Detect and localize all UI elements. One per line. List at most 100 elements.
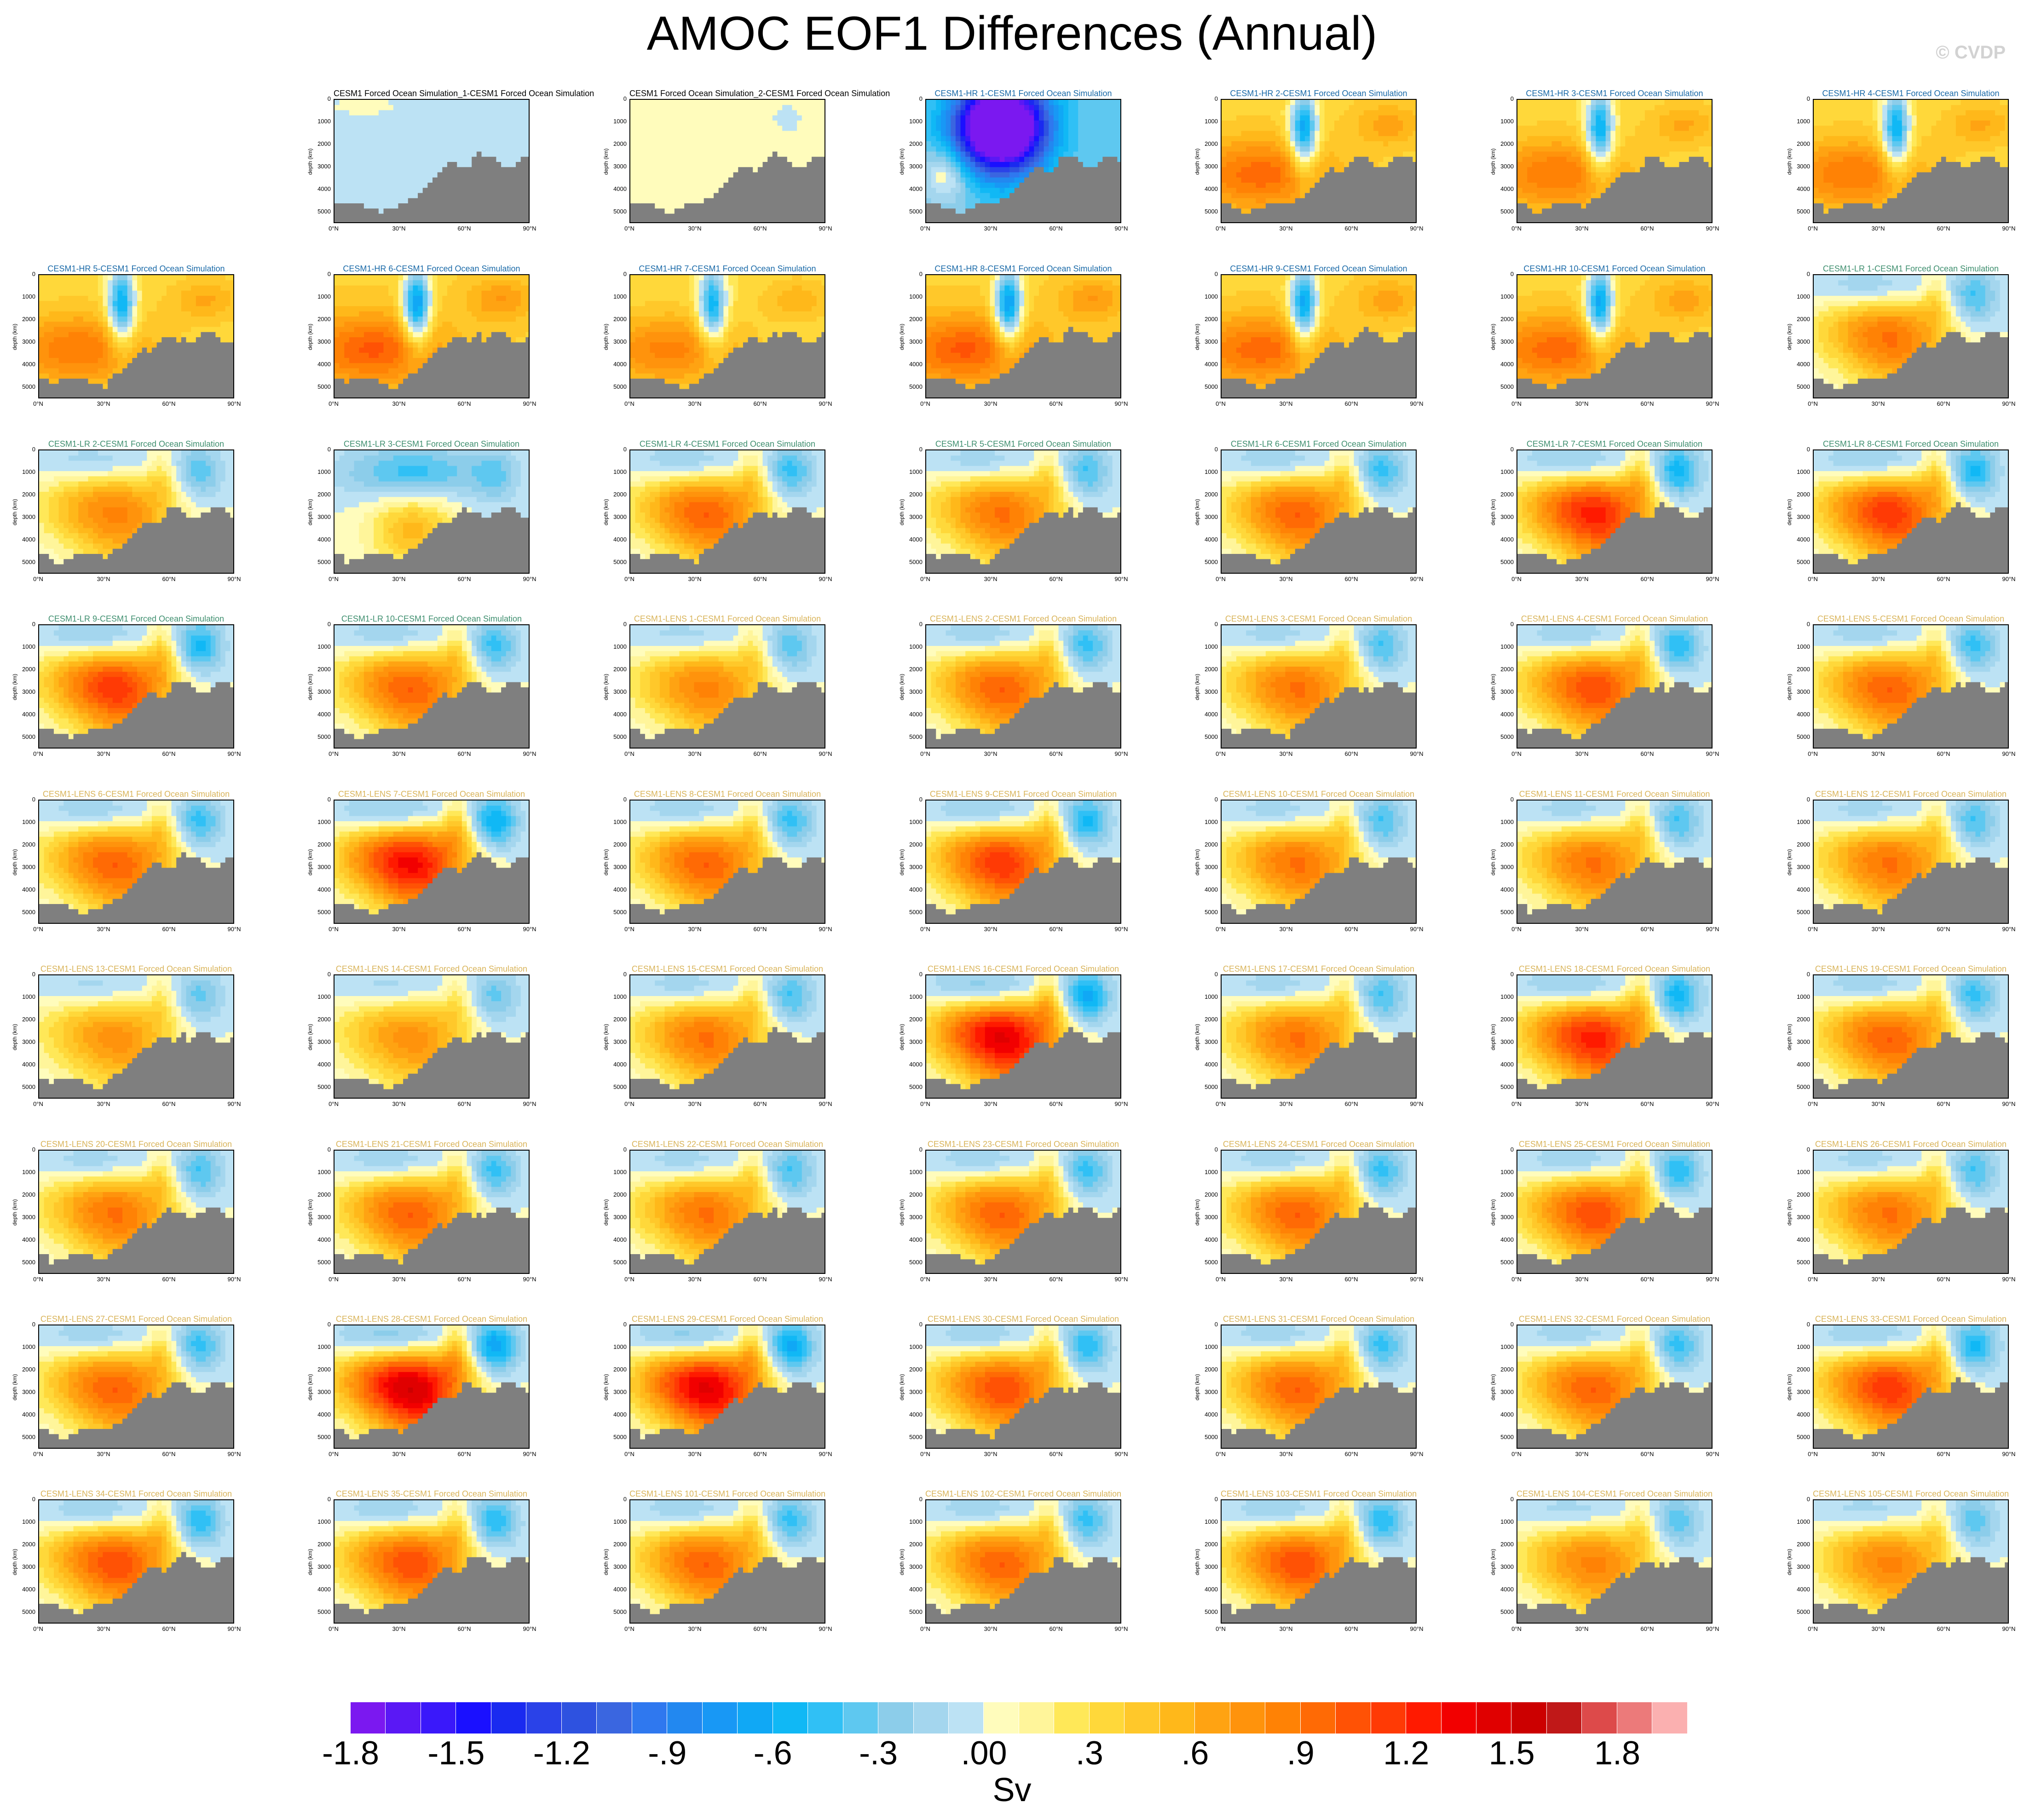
y-tick-label: 0 bbox=[1787, 1146, 1810, 1153]
colorbar-swatch bbox=[1406, 1702, 1441, 1734]
y-tick-label: 4000 bbox=[308, 536, 331, 543]
x-tick-label: 60°N bbox=[1932, 1276, 1955, 1283]
x-tick-label: 0°N bbox=[1801, 1625, 1824, 1632]
y-tick-label: 1000 bbox=[1195, 1169, 1218, 1175]
y-tick-label: 5000 bbox=[308, 1259, 331, 1266]
colorbar-ticks: -1.8 -1.5 -1.2 -.9 -.6 -.3.00.3.6.9 1.2 1.5 1.8 bbox=[0, 1734, 2024, 1776]
y-tick-label: 2000 bbox=[1491, 1366, 1514, 1373]
y-tick-label: 5000 bbox=[900, 559, 923, 565]
x-tick-label: 60°N bbox=[1340, 926, 1363, 933]
y-axis-label: depth (km) bbox=[1786, 149, 1793, 175]
y-tick-label: 1000 bbox=[12, 468, 35, 475]
y-tick-label: 5000 bbox=[1787, 208, 1810, 215]
y-tick-label: 1000 bbox=[900, 1169, 923, 1175]
x-tick-label: 90°N bbox=[1997, 750, 2020, 757]
y-tick-label: 2000 bbox=[1491, 491, 1514, 498]
y-tick-label: 2000 bbox=[308, 316, 331, 323]
x-tick-label: 60°N bbox=[1932, 576, 1955, 582]
y-axis-label: depth (km) bbox=[603, 1549, 609, 1575]
y-tick-label: 5000 bbox=[12, 1083, 35, 1090]
panel: CESM1-HR 6-CESM1 Forced Ocean Simulation… bbox=[334, 264, 530, 398]
y-tick-label: 2000 bbox=[1787, 1541, 1810, 1548]
y-axis-label: depth (km) bbox=[899, 1024, 905, 1050]
panel: CESM1-LENS 29-CESM1 Forced Ocean Simulat… bbox=[629, 1314, 825, 1449]
y-tick-label: 3000 bbox=[604, 1388, 627, 1395]
y-tick-label: 3000 bbox=[1195, 513, 1218, 520]
x-tick-label: 0°N bbox=[1801, 400, 1824, 407]
x-tick-label: 90°N bbox=[1701, 750, 1724, 757]
y-tick-label: 1000 bbox=[1491, 1518, 1514, 1525]
x-tick-label: 0°N bbox=[1505, 1625, 1528, 1632]
y-tick-label: 3000 bbox=[1491, 338, 1514, 345]
y-tick-label: 4000 bbox=[1787, 1586, 1810, 1593]
x-tick-label: 60°N bbox=[1044, 576, 1067, 582]
panel-title: CESM1-LENS 12-CESM1 Forced Ocean Simulat… bbox=[1813, 789, 2009, 799]
y-tick-label: 4000 bbox=[1195, 1061, 1218, 1068]
x-tick-label: 60°N bbox=[1932, 750, 1955, 757]
x-tick-label: 30°N bbox=[1570, 926, 1593, 933]
y-tick-label: 1000 bbox=[604, 293, 627, 300]
x-tick-label: 90°N bbox=[814, 1451, 837, 1457]
x-tick-label: 0°N bbox=[1209, 1100, 1232, 1107]
colorbar-swatch bbox=[1511, 1702, 1546, 1734]
x-tick-label: 30°N bbox=[92, 1625, 115, 1632]
panel: CESM1-LENS 11-CESM1 Forced Ocean Simulat… bbox=[1517, 789, 1713, 924]
x-tick-label: 90°N bbox=[1405, 926, 1428, 933]
panel: CESM1-LENS 13-CESM1 Forced Ocean Simulat… bbox=[38, 964, 234, 1099]
x-tick-label: 90°N bbox=[1701, 926, 1724, 933]
y-tick-label: 0 bbox=[12, 1146, 35, 1153]
x-tick-label: 30°N bbox=[1570, 750, 1593, 757]
y-tick-label: 1000 bbox=[1787, 1169, 1810, 1175]
y-axis-label: depth (km) bbox=[12, 1549, 18, 1575]
x-tick-label: 60°N bbox=[1044, 1451, 1067, 1457]
y-tick-label: 4000 bbox=[12, 1061, 35, 1068]
panel: CESM1-HR 7-CESM1 Forced Ocean Simulation… bbox=[629, 264, 825, 398]
y-tick-label: 2000 bbox=[604, 666, 627, 673]
y-tick-label: 0 bbox=[1787, 95, 1810, 102]
y-tick-label: 0 bbox=[1491, 446, 1514, 453]
x-tick-label: 30°N bbox=[387, 576, 410, 582]
y-tick-label: 0 bbox=[900, 1496, 923, 1503]
y-tick-label: 0 bbox=[1491, 1321, 1514, 1328]
y-tick-label: 2000 bbox=[1195, 1191, 1218, 1198]
panel-title: CESM1-LENS 1-CESM1 Forced Ocean Simulati… bbox=[629, 614, 825, 624]
y-tick-label: 5000 bbox=[900, 1608, 923, 1615]
panel-title: CESM1-LENS 16-CESM1 Forced Ocean Simulat… bbox=[925, 964, 1121, 974]
panel-plot bbox=[1517, 99, 1713, 223]
panel-title: CESM1-LENS 14-CESM1 Forced Ocean Simulat… bbox=[334, 964, 530, 974]
y-tick-label: 1000 bbox=[12, 1518, 35, 1525]
colorbar-swatch bbox=[1336, 1702, 1371, 1734]
x-tick-label: 60°N bbox=[157, 1276, 180, 1283]
x-tick-label: 60°N bbox=[157, 750, 180, 757]
x-tick-label: 30°N bbox=[1274, 750, 1297, 757]
panel-plot bbox=[925, 274, 1121, 398]
y-tick-label: 2000 bbox=[1195, 666, 1218, 673]
y-tick-label: 5000 bbox=[12, 1259, 35, 1266]
y-tick-label: 3000 bbox=[1491, 1563, 1514, 1570]
y-tick-label: 0 bbox=[604, 971, 627, 978]
panel: CESM1-LENS 15-CESM1 Forced Ocean Simulat… bbox=[629, 964, 825, 1099]
y-tick-label: 5000 bbox=[1491, 559, 1514, 565]
x-tick-label: 0°N bbox=[322, 400, 345, 407]
y-tick-label: 3000 bbox=[1491, 513, 1514, 520]
panel: CESM1 Forced Ocean Simulation_1-CESM1 Fo… bbox=[334, 89, 530, 223]
x-tick-label: 60°N bbox=[157, 400, 180, 407]
panel-title: CESM1-LR 6-CESM1 Forced Ocean Simulation bbox=[1221, 439, 1417, 449]
y-tick-label: 1000 bbox=[1195, 643, 1218, 650]
x-tick-label: 90°N bbox=[1997, 576, 2020, 582]
y-tick-label: 4000 bbox=[1491, 185, 1514, 192]
y-tick-label: 5000 bbox=[1195, 1083, 1218, 1090]
y-tick-label: 0 bbox=[604, 796, 627, 803]
x-tick-label: 60°N bbox=[749, 750, 772, 757]
y-axis-label: depth (km) bbox=[1490, 674, 1496, 700]
panel: CESM1-LENS 24-CESM1 Forced Ocean Simulat… bbox=[1221, 1140, 1417, 1274]
x-tick-label: 60°N bbox=[453, 400, 476, 407]
y-tick-label: 5000 bbox=[1491, 1608, 1514, 1615]
y-tick-label: 0 bbox=[1787, 796, 1810, 803]
y-tick-label: 0 bbox=[1195, 1146, 1218, 1153]
panel-title: CESM1-LENS 23-CESM1 Forced Ocean Simulat… bbox=[925, 1140, 1121, 1149]
y-tick-label: 3000 bbox=[1787, 163, 1810, 170]
y-tick-label: 3000 bbox=[604, 1038, 627, 1045]
x-tick-label: 60°N bbox=[453, 225, 476, 232]
panel-title: CESM1-LENS 33-CESM1 Forced Ocean Simulat… bbox=[1813, 1314, 2009, 1324]
